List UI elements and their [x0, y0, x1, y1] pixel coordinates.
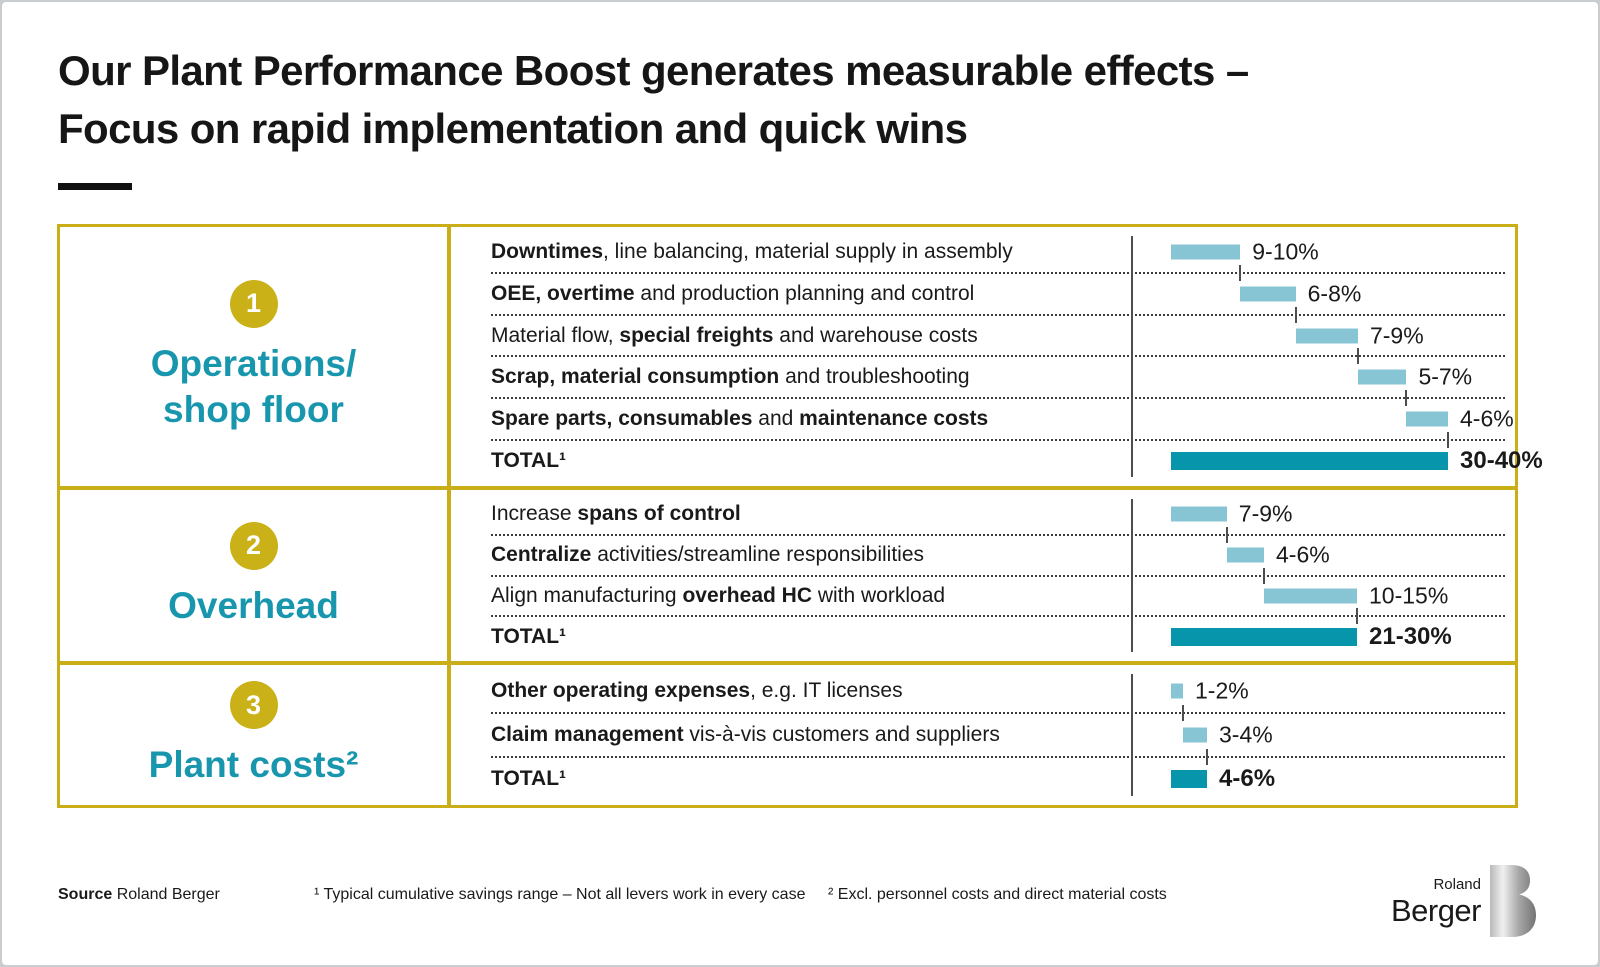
roland-berger-logo: Roland Berger: [1391, 865, 1536, 937]
lever-value: 10-15%: [1369, 582, 1449, 609]
section-3-header: 3 Plant costs²: [60, 665, 451, 805]
total-value: 21-30%: [1369, 622, 1452, 650]
section-category-label: Overhead: [168, 584, 339, 626]
lever-value: 3-4%: [1219, 721, 1273, 748]
waterfall-tick: [1405, 390, 1408, 407]
waterfall-tick: [1239, 264, 1242, 281]
waterfall-tick: [1447, 432, 1449, 449]
section-number-badge: 2: [229, 521, 278, 570]
lever-label: OEE, overtime and production planning an…: [491, 281, 975, 305]
roland-berger-b-icon: [1490, 865, 1536, 937]
lever-bar: [1183, 727, 1207, 743]
chart-axis-line: [1131, 499, 1133, 652]
lever-value: 4-6%: [1276, 541, 1330, 568]
lever-row: Other operating expenses, e.g. IT licens…: [491, 670, 1505, 721]
section-1-header: 1 Operations/shop floor: [60, 227, 451, 486]
total-row: TOTAL¹ 4-6%: [491, 758, 1505, 800]
total-label: TOTAL¹: [491, 449, 567, 473]
source-note: Source Roland Berger: [58, 886, 220, 904]
lever-label: Scrap, material consumption and troubles…: [491, 365, 970, 389]
lever-row: Material flow, special freights and ware…: [491, 316, 1505, 365]
total-bar: [1171, 627, 1357, 646]
lever-label: Spare parts, consumables and maintenance…: [491, 407, 989, 431]
lever-label: Material flow, special freights and ware…: [491, 323, 978, 347]
total-label: TOTAL¹: [491, 624, 567, 648]
section-number-badge: 3: [229, 681, 278, 730]
source-value: Roland Berger: [116, 886, 220, 903]
lever-value: 4-6%: [1460, 405, 1514, 432]
page-title: Our Plant Performance Boost generates me…: [58, 42, 1478, 158]
title-underline: [58, 183, 132, 190]
lever-bar: [1240, 286, 1296, 302]
waterfall-tick: [1206, 749, 1208, 765]
total-row: TOTAL¹ 21-30%: [491, 617, 1505, 656]
lever-row: OEE, overtime and production planning an…: [491, 274, 1505, 323]
chart-axis-line: [1131, 674, 1133, 796]
lever-label: Downtimes, line balancing, material supp…: [491, 239, 1013, 263]
logo-line-berger: Berger: [1390, 892, 1482, 928]
waterfall-tick: [1356, 608, 1358, 625]
waterfall-tick: [1182, 705, 1184, 721]
waterfall-tick: [1263, 567, 1265, 584]
lever-value: 7-9%: [1238, 500, 1293, 527]
page-title-line1: Our Plant Performance Boost generates me…: [58, 47, 1249, 94]
section-2-header: 2 Overhead: [60, 490, 451, 661]
waterfall-tick: [1356, 348, 1359, 365]
total-bar: [1171, 770, 1207, 788]
total-row: TOTAL¹ 30-40%: [491, 441, 1543, 481]
lever-bar: [1406, 411, 1448, 427]
lever-row: Spare parts, consumables and maintenance…: [491, 399, 1514, 449]
lever-label: Other operating expenses, e.g. IT licens…: [491, 679, 903, 702]
section-3: 3 Plant costs² Other operating expenses, e…: [60, 661, 1515, 805]
page-title-line2: Focus on rapid implementation and quick …: [58, 104, 968, 152]
section-category-label: Plant costs²: [148, 744, 359, 786]
total-bar: [1171, 452, 1448, 471]
section-number-badge: 1: [229, 279, 278, 328]
waterfall-tick: [1225, 526, 1228, 543]
lever-label: Centralize activities/streamline respons…: [491, 543, 925, 567]
lever-row: Downtimes, line balancing, material supp…: [491, 232, 1505, 281]
total-value: 4-6%: [1219, 765, 1276, 792]
waterfall-tick: [1294, 306, 1297, 323]
lever-bar: [1357, 369, 1407, 385]
content-grid: 1 Operations/shop floor Downtimes, line ba…: [57, 224, 1543, 808]
section-1: 1 Operations/shop floor Downtimes, line ba…: [60, 227, 1543, 486]
chart-axis-line: [1131, 236, 1133, 477]
footnote-2: ² Excl. personnel costs and direct mater…: [828, 886, 1167, 903]
logo-line-roland: Roland: [1433, 875, 1481, 893]
total-label: TOTAL¹: [491, 767, 567, 790]
source-label: Source: [58, 886, 113, 903]
lever-bar: [1171, 683, 1183, 699]
section-3-chart: Other operating expenses, e.g. IT licens…: [451, 665, 1515, 805]
section-2: 2 Overhead Increase spans of control 7-9% Ce…: [60, 486, 1515, 661]
lever-row: Increase spans of control 7-9%: [491, 495, 1505, 543]
lever-label: Increase spans of control: [491, 502, 741, 526]
lever-bar: [1264, 588, 1357, 604]
lever-label: Align manufacturing overhead HC with wor…: [491, 583, 946, 607]
lever-bar: [1295, 328, 1358, 344]
lever-value: 9-10%: [1252, 238, 1319, 265]
footnote-1: ¹ Typical cumulative savings range – Not…: [314, 886, 806, 903]
lever-bar: [1171, 244, 1241, 260]
section-category-label: Operations/shop floor: [150, 342, 357, 430]
section-2-chart: Increase spans of control 7-9% Centralize …: [451, 490, 1515, 661]
lever-row: Scrap, material consumption and troubles…: [491, 357, 1505, 407]
lever-bar: [1226, 547, 1264, 563]
lever-row: Centralize activities/streamline respons…: [491, 536, 1505, 584]
logo-text: Roland Berger: [1390, 875, 1482, 928]
lever-value: 1-2%: [1195, 677, 1249, 704]
lever-bar: [1171, 506, 1227, 522]
lever-value: 5-7%: [1418, 363, 1473, 390]
lever-row: Claim management vis-à-vis customers and…: [491, 714, 1505, 765]
total-value: 30-40%: [1460, 447, 1543, 475]
section-1-chart: Downtimes, line balancing, material supp…: [451, 227, 1543, 486]
lever-value: 6-8%: [1307, 280, 1362, 307]
lever-label: Claim management vis-à-vis customers and…: [491, 723, 1000, 746]
lever-row: Align manufacturing overhead HC with wor…: [491, 577, 1505, 625]
lever-value: 7-9%: [1369, 322, 1424, 349]
